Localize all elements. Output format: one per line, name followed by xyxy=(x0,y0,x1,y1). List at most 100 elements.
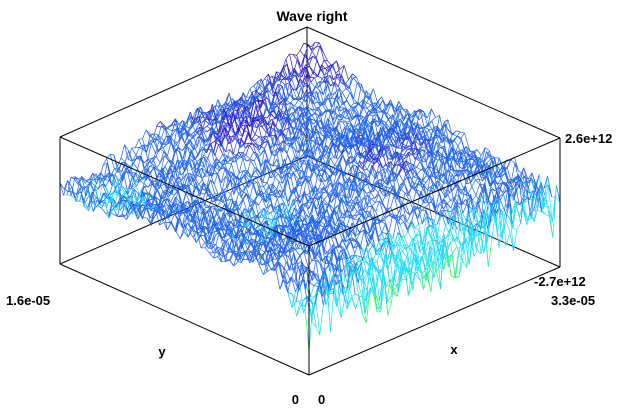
mesh-line-u xyxy=(250,200,255,207)
mesh-line-u xyxy=(210,231,216,244)
mesh-line-u xyxy=(363,205,368,211)
mesh-line-u xyxy=(386,161,391,170)
mesh-line-u xyxy=(369,271,374,278)
mesh-line-u xyxy=(178,179,183,183)
mesh-line-u xyxy=(320,195,325,200)
mesh-line-u xyxy=(372,112,377,117)
mesh-line-v xyxy=(292,294,297,317)
mesh-line-v xyxy=(223,249,229,253)
mesh-line-u xyxy=(419,109,424,116)
mesh-line-u xyxy=(135,180,141,187)
mesh-line-u xyxy=(459,241,464,249)
mesh-line-u xyxy=(201,170,207,181)
mesh-line-u xyxy=(379,128,384,131)
mesh-line-u xyxy=(203,131,208,133)
mesh-line-u xyxy=(272,149,277,167)
mesh-line-u xyxy=(454,251,459,278)
mesh-line-u xyxy=(181,162,187,181)
mesh-line-u xyxy=(237,176,242,182)
mesh-line-v xyxy=(67,180,73,188)
mesh-line-u xyxy=(154,134,159,143)
mesh-line-u xyxy=(239,170,244,180)
mesh-line-u xyxy=(420,167,425,171)
mesh-line-u xyxy=(480,192,485,204)
mesh-line-u xyxy=(327,262,332,297)
mesh-line-u xyxy=(245,144,250,156)
mesh-line-u xyxy=(425,166,430,177)
mesh-line-u xyxy=(333,73,338,86)
mesh-line-u xyxy=(360,230,365,246)
mesh-line-u xyxy=(102,158,107,166)
mesh-line-u xyxy=(278,181,283,184)
mesh-line-u xyxy=(418,152,423,158)
mesh-line-u xyxy=(205,140,210,147)
mesh-line-v xyxy=(257,259,262,266)
mesh-line-u xyxy=(473,218,478,224)
mesh-line-u xyxy=(325,175,330,189)
mesh-line-u xyxy=(460,229,464,231)
mesh-line-u xyxy=(148,157,153,163)
mesh-line-u xyxy=(161,127,166,139)
mesh-line-u xyxy=(233,253,238,267)
mesh-line-u xyxy=(375,200,380,212)
mesh-line-u xyxy=(133,189,139,205)
mesh-line-u xyxy=(446,138,452,159)
mesh-line-v xyxy=(116,196,121,208)
mesh-line-u xyxy=(233,226,238,229)
mesh-line-v xyxy=(215,244,221,256)
mesh-line-u xyxy=(195,203,200,215)
mesh-line-u xyxy=(221,176,226,192)
mesh-line-u xyxy=(464,147,469,153)
mesh-line-u xyxy=(424,241,430,254)
mesh-line-u xyxy=(400,117,405,120)
mesh-line-u xyxy=(160,183,165,187)
mesh-line-u xyxy=(450,197,455,209)
mesh-line-u xyxy=(124,144,129,160)
mesh-line-v xyxy=(200,235,205,243)
mesh-line-u xyxy=(237,261,242,263)
mesh-line-u xyxy=(96,181,101,185)
mesh-line-u xyxy=(299,43,305,51)
mesh-line-u xyxy=(63,194,68,196)
mesh-line-u xyxy=(491,160,496,179)
mesh-line-u xyxy=(239,130,244,146)
mesh-line-u xyxy=(187,176,192,187)
mesh-line-v xyxy=(121,215,126,217)
mesh-line-u xyxy=(155,148,160,157)
mesh-line-u xyxy=(359,99,364,117)
mesh-line-u xyxy=(296,50,301,56)
mesh-line-u xyxy=(327,213,332,218)
mesh-line-u xyxy=(396,118,401,122)
mesh-line-u xyxy=(212,243,217,246)
mesh-line-u xyxy=(186,214,191,217)
mesh-line-u xyxy=(479,184,485,202)
mesh-line-u xyxy=(391,169,396,182)
mesh-line-v xyxy=(290,276,296,292)
mesh-line-v xyxy=(229,250,235,261)
mesh-line-u xyxy=(520,175,525,190)
mesh-line-u xyxy=(113,204,118,209)
mesh-line-u xyxy=(381,223,386,234)
mesh-line-u xyxy=(354,242,359,254)
mesh-line-u xyxy=(331,266,336,283)
mesh-line-u xyxy=(160,121,165,130)
mesh-line-u xyxy=(342,180,347,192)
mesh-line-u xyxy=(211,235,216,249)
mesh-line-u xyxy=(497,178,502,185)
mesh-line-u xyxy=(426,175,431,197)
mesh-line-v xyxy=(283,275,289,293)
mesh-line-u xyxy=(243,170,248,175)
mesh-line-v xyxy=(278,263,284,268)
mesh-line-u xyxy=(173,128,178,149)
mesh-line-u xyxy=(344,285,349,297)
mesh-line-u xyxy=(314,75,319,78)
mesh-line-u xyxy=(461,152,466,155)
mesh-line-u xyxy=(121,190,126,205)
mesh-line-v xyxy=(125,200,130,204)
mesh-line-v xyxy=(92,204,98,212)
mesh-line-u xyxy=(407,176,412,179)
mesh-line-u xyxy=(321,64,326,69)
mesh-line-u xyxy=(388,278,394,283)
mesh-line-u xyxy=(323,267,328,270)
mesh-line-u xyxy=(165,210,170,218)
